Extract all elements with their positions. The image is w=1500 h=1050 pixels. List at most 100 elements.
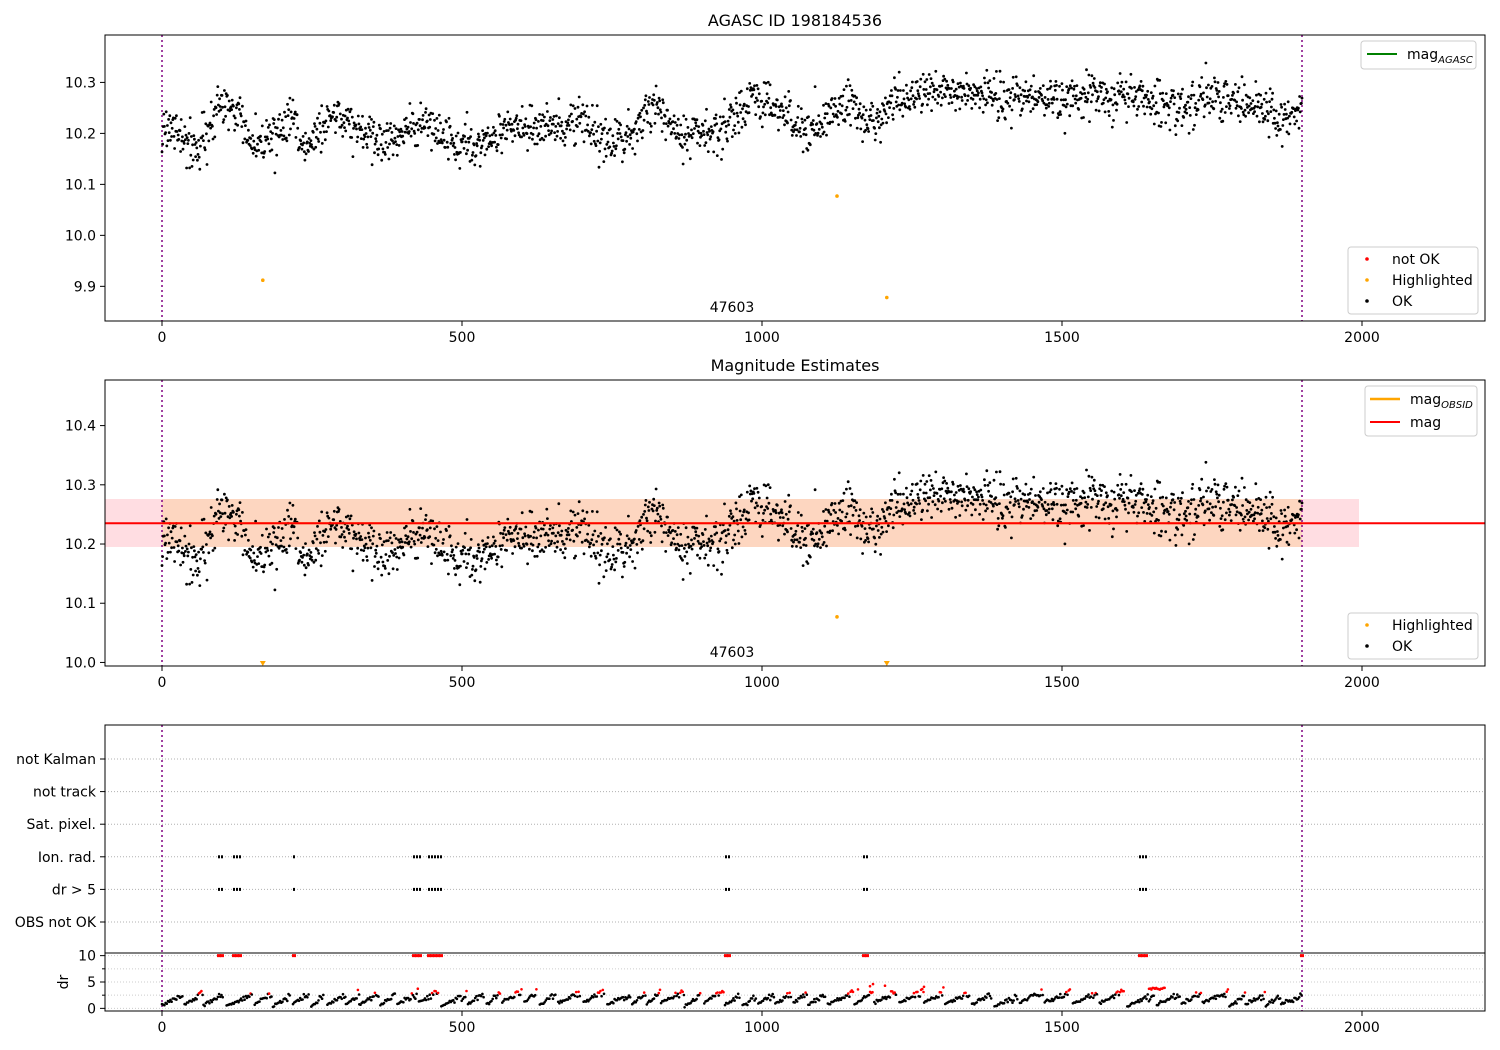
ok-point [1094,108,1098,112]
ok-point [641,539,645,543]
ok-point [510,531,514,535]
ok-point [321,124,325,128]
dr-ok-point [839,998,843,1002]
ok-point [997,116,1001,120]
ok-point [160,564,164,567]
ok-point [633,127,636,131]
ok-point [974,508,977,512]
dr-ok-point [766,996,770,1000]
ok-point [1263,117,1267,121]
ok-point [1222,84,1226,88]
dr-ok-point [798,997,801,1000]
ok-point [815,531,819,535]
dr-ok-point [1005,998,1008,1001]
ok-point [269,130,273,134]
ok-point [562,542,566,546]
ok-point [229,105,233,109]
ok-point [314,547,318,550]
ok-point [870,101,873,105]
ok-point [350,115,354,119]
ok-point [1049,85,1053,88]
ok-point [516,127,519,131]
dr-notok-point [883,984,887,987]
ok-point [193,137,196,141]
dr-ok-point [243,998,246,1001]
ok-point [781,116,785,119]
ok-point [188,166,192,170]
ok-point [1049,79,1052,83]
ok-point [339,535,343,539]
ok-point [1125,121,1129,124]
ok-point [564,547,567,550]
ok-point [1099,494,1103,497]
ok-point [552,115,556,118]
ok-point [904,105,908,109]
ok-point [561,129,564,133]
ok-point [793,533,797,536]
ok-point [461,548,465,552]
ok-point [177,138,181,141]
ok-point [260,124,264,128]
ok-point [442,550,446,554]
flag-event-marker [728,855,730,859]
ok-point [259,134,262,138]
dr-ok-point [953,999,957,1003]
ok-point [984,509,987,513]
ok-point [374,137,378,141]
ok-point [965,472,968,476]
ok-point [239,519,243,523]
ok-point [212,108,216,111]
dr-ok-point [491,997,495,1001]
ok-point [725,548,729,552]
ok-point [661,98,665,102]
ok-point [212,514,216,518]
dr-ok-point [475,994,478,998]
ok-point [920,518,923,521]
ok-point [824,102,828,105]
ok-point [702,129,705,133]
ok-point [531,543,535,547]
dr-ok-point [329,1002,333,1005]
ok-point [448,534,452,538]
ok-point [1053,492,1057,496]
dr-ok-point [576,995,579,999]
ok-point [1160,529,1163,533]
ok-point [1145,512,1149,515]
ok-point [789,118,793,122]
ok-point [525,132,529,136]
dr-ok-point [874,1002,877,1006]
ok-point [787,90,791,93]
ok-point [1279,128,1282,131]
dr-ok-point [210,1000,214,1004]
ok-point [829,106,833,110]
ok-point [445,140,449,144]
ok-point [203,148,207,152]
ok-point [291,98,295,102]
dr-ok-point [821,993,824,997]
ok-point [669,122,672,126]
ok-point [703,144,707,147]
ok-point [848,112,851,116]
ok-point [299,139,303,143]
ok-point [413,132,417,135]
ok-point [911,94,915,98]
ok-point [611,134,615,138]
ok-point [493,539,497,543]
flag-event-marker [416,887,418,891]
ok-point [1116,483,1120,487]
ok-point [499,548,503,551]
ok-point [232,114,236,118]
ok-point [1146,89,1150,93]
ok-point [849,123,852,127]
dr-ok-point [697,993,701,997]
ok-point [453,146,457,149]
ok-point [1228,107,1231,110]
ok-point [383,564,387,568]
ok-point [1040,498,1043,501]
ok-point [1207,507,1211,511]
ok-point [1225,105,1228,108]
ok-point [503,526,507,529]
ok-point [380,573,384,577]
ok-point [721,560,725,564]
